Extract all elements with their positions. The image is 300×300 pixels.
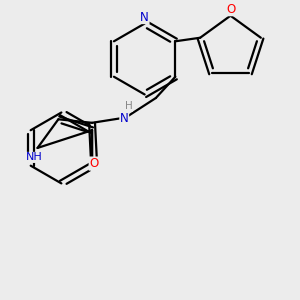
Text: O: O <box>89 157 98 170</box>
Text: O: O <box>226 3 235 16</box>
Text: N: N <box>140 11 149 24</box>
Text: N: N <box>120 112 129 125</box>
Text: H: H <box>125 101 133 111</box>
Text: NH: NH <box>26 152 43 162</box>
